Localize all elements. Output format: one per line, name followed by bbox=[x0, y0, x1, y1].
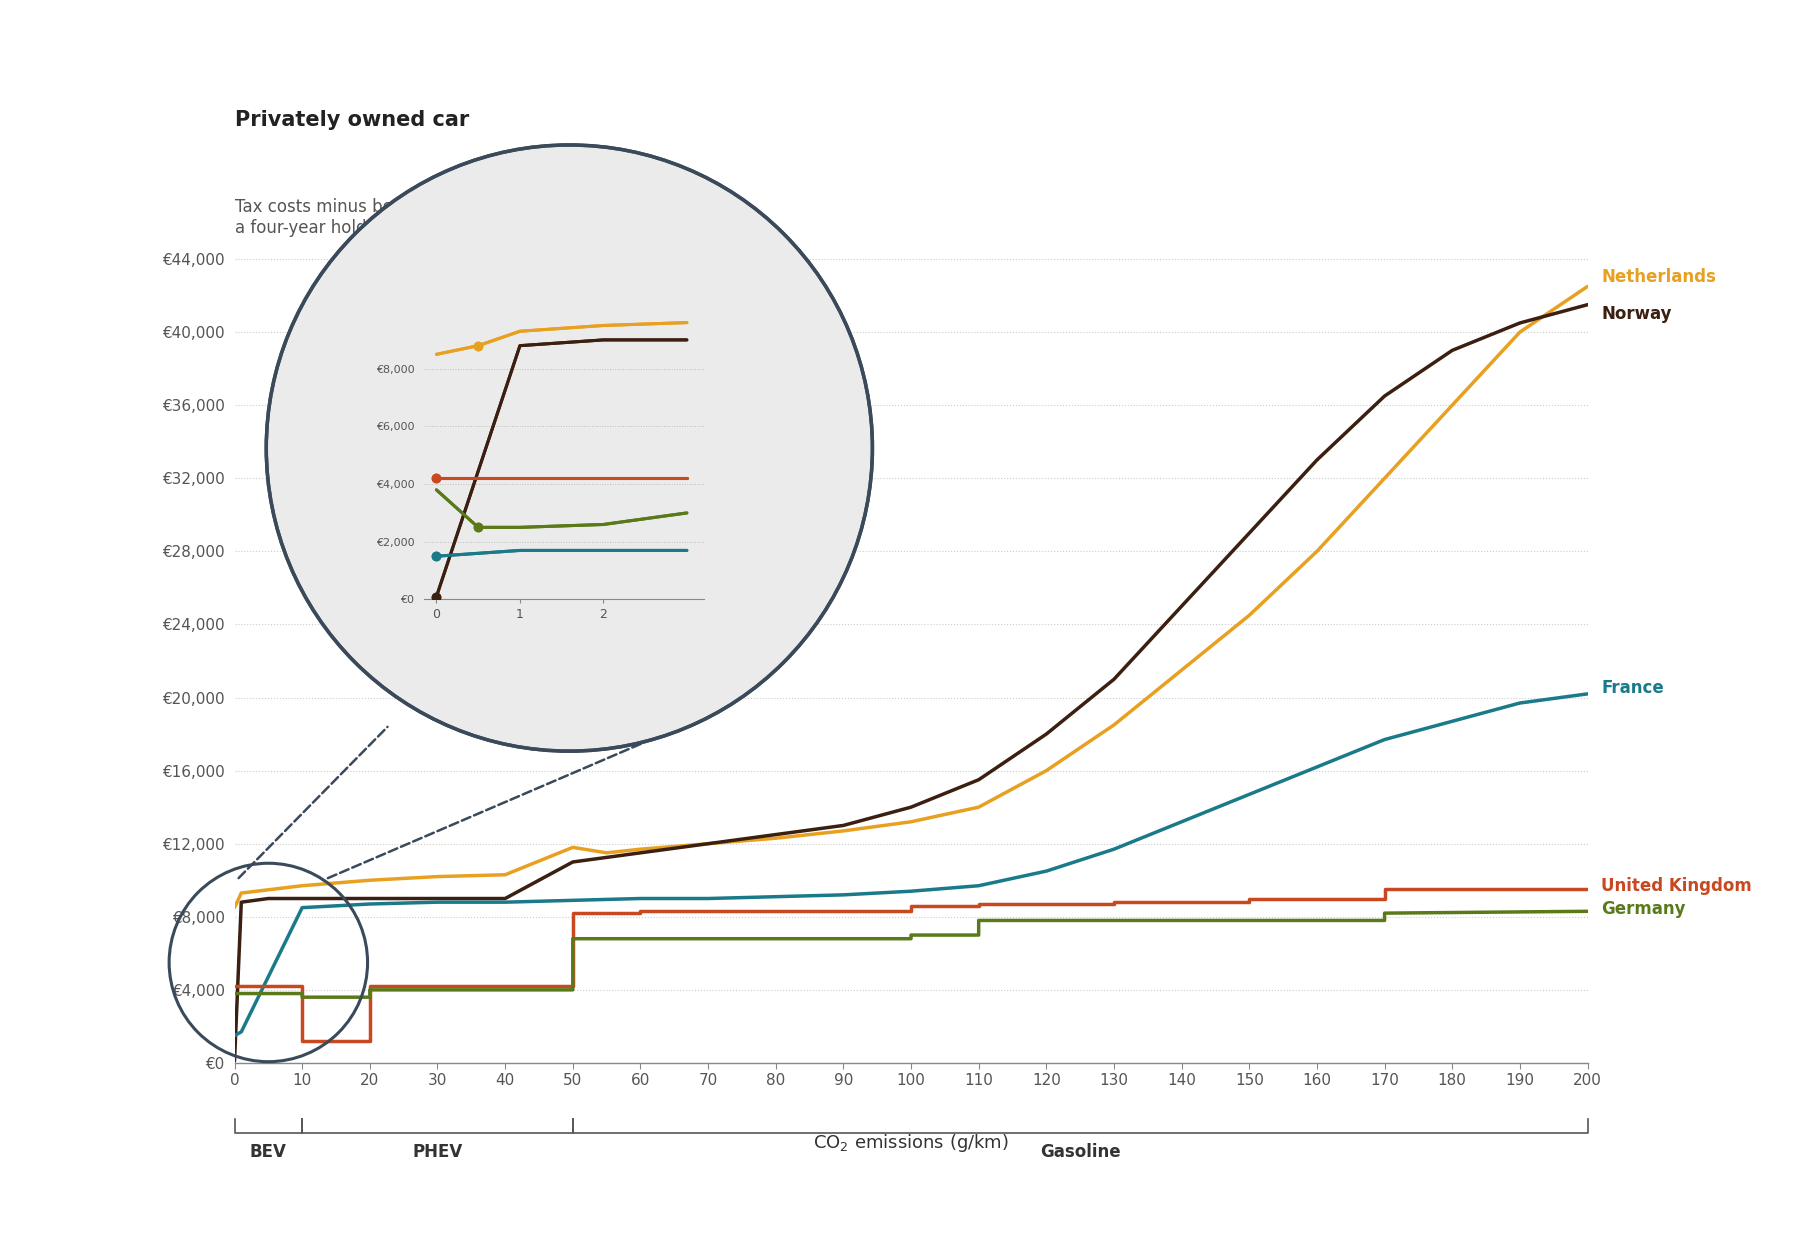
Text: CO$_2$ emissions (g/km): CO$_2$ emissions (g/km) bbox=[814, 1132, 1008, 1154]
Text: Privately owned car: Privately owned car bbox=[235, 110, 469, 130]
Text: France: France bbox=[1602, 680, 1663, 697]
Text: Netherlands: Netherlands bbox=[1602, 268, 1716, 287]
Text: Norway: Norway bbox=[1602, 305, 1672, 323]
Text: United Kingdom: United Kingdom bbox=[1602, 876, 1752, 895]
Text: Gasoline: Gasoline bbox=[1039, 1143, 1120, 1162]
Text: Germany: Germany bbox=[1602, 901, 1685, 918]
Text: PHEV: PHEV bbox=[413, 1143, 462, 1162]
Text: Tax costs minus bonus payments over
a four-year holding period (€): Tax costs minus bonus payments over a fo… bbox=[235, 198, 552, 236]
Text: BEV: BEV bbox=[251, 1143, 287, 1162]
